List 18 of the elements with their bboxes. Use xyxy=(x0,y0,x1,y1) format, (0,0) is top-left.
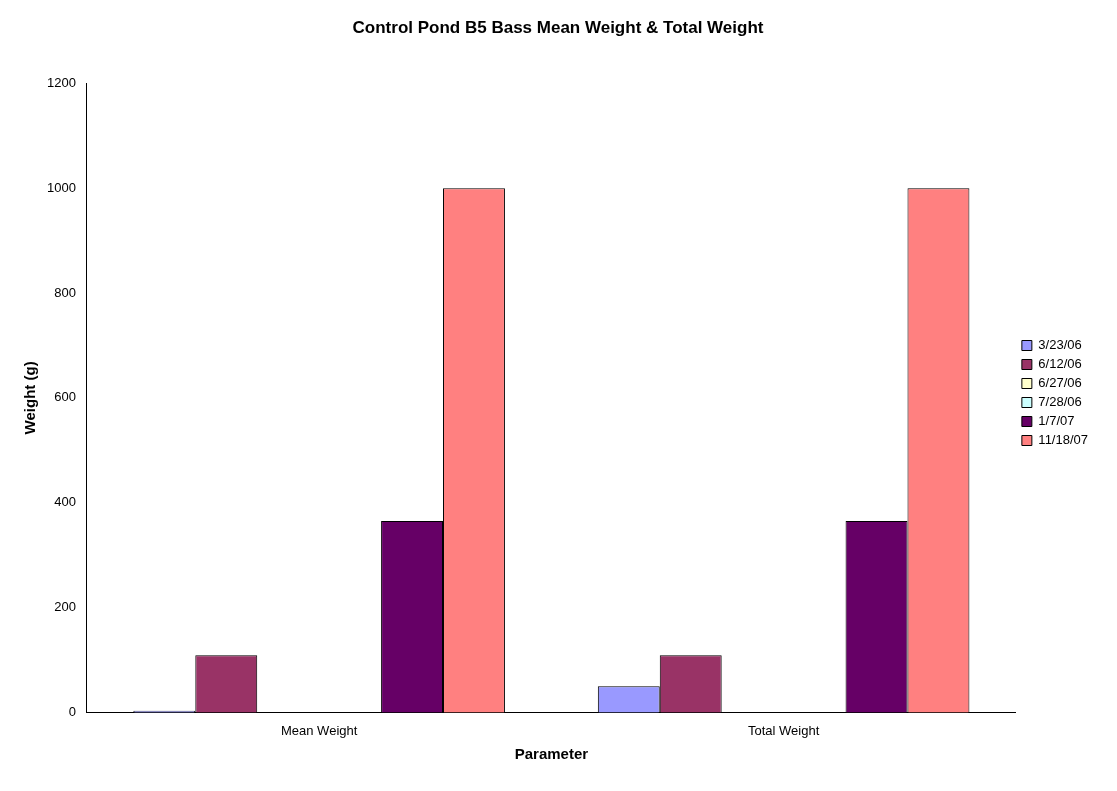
y-tick-label: 600 xyxy=(54,389,76,405)
legend-label: 1/7/07 xyxy=(1038,413,1075,429)
legend-label: 6/12/06 xyxy=(1038,356,1082,372)
y-tick-label: 1200 xyxy=(47,74,76,90)
legend-label: 3/23/06 xyxy=(1038,337,1082,353)
y-tick-label: 200 xyxy=(54,599,76,615)
legend-label: 7/28/06 xyxy=(1038,394,1082,410)
y-tick-label: 1000 xyxy=(47,179,76,195)
chart-title: Control Pond B5 Bass Mean Weight & Total Weight xyxy=(352,17,764,37)
x-axis-title: Parameter xyxy=(514,745,589,763)
x-tick-label: Mean Weight xyxy=(280,722,358,738)
legend-label: 11/18/07 xyxy=(1038,432,1088,448)
y-axis-title: Weight (g) xyxy=(21,361,39,435)
y-tick-label: 0 xyxy=(68,703,76,719)
x-tick-label: Total Weight xyxy=(747,722,820,738)
legend-label: 6/27/06 xyxy=(1038,375,1082,391)
y-tick-label: 400 xyxy=(54,494,76,510)
y-tick-label: 800 xyxy=(54,284,76,300)
